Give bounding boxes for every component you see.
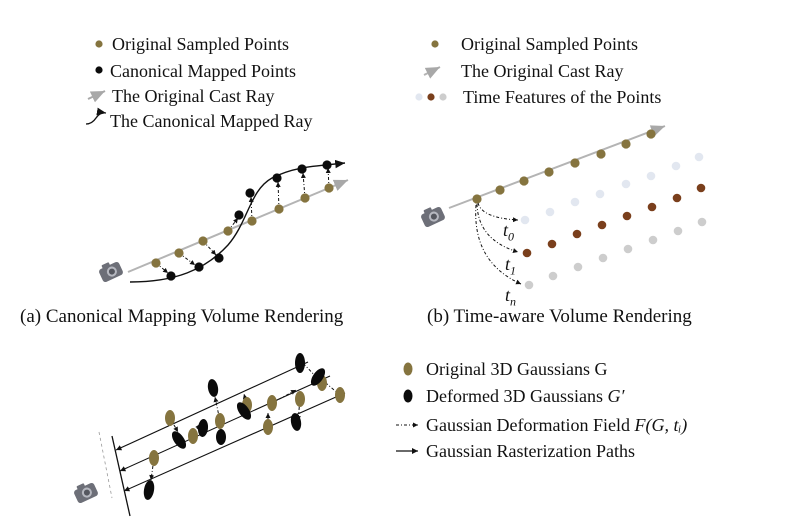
caption-a: (a) Canonical Mapping Volume Rendering — [20, 306, 344, 327]
canonical-points-a — [166, 160, 332, 281]
image-plane — [111, 435, 131, 517]
legend-time-gray-symbol — [439, 93, 447, 101]
legend-canonical-points-label: Canonical Mapped Points — [110, 61, 296, 81]
legend-original-points-label: Original Sampled Points — [112, 34, 289, 54]
label-t0: t0 — [503, 220, 515, 244]
legend-a-symbols — [85, 40, 107, 125]
legend-b-cast-ray-symbol — [423, 66, 441, 79]
legend-raster-paths-label: Gaussian Rasterization Paths — [426, 441, 635, 461]
cast-ray-b — [448, 125, 666, 209]
camera-icon — [96, 258, 124, 283]
panel-c-diagram — [71, 353, 346, 517]
legend-cast-ray-label: The Original Cast Ray — [112, 86, 275, 106]
label-t1: t1 — [505, 254, 517, 278]
legend-cast-ray-symbol — [87, 90, 106, 103]
raster-paths — [115, 361, 346, 492]
gaussian-deformation-arrows — [149, 359, 341, 481]
camera-icon — [418, 203, 446, 228]
legend-time-light-symbol — [415, 93, 423, 101]
legend-gaussians-original-label: Original 3D Gaussians G — [426, 359, 608, 379]
legend-gaussian-original-symbol — [403, 362, 413, 376]
time-arrows — [475, 202, 522, 285]
panel-a-diagram — [96, 159, 349, 283]
legend-original-point-symbol — [95, 40, 103, 48]
canonical-mapped-ray — [129, 159, 346, 283]
label-tn: tn — [505, 285, 517, 309]
legend-canonical-point-symbol — [95, 66, 103, 74]
time-row-tn — [524, 217, 707, 290]
legend-time-features-label: Time Features of the Points — [463, 87, 662, 107]
legend-b-symbols — [415, 40, 447, 101]
legend-gaussians-deformed-label: Deformed 3D Gaussians G′ — [426, 386, 625, 406]
time-row-t0 — [520, 152, 704, 225]
legend-mapped-ray-symbol — [85, 107, 107, 125]
legend-deformation-field-label: Gaussian Deformation Field F(G, tᵢ) — [426, 415, 688, 435]
legend-b-original-points-label: Original Sampled Points — [461, 34, 638, 54]
original-points-a — [151, 183, 334, 268]
legend-mapped-ray-label: The Canonical Mapped Ray — [110, 111, 313, 131]
cast-ray — [127, 179, 349, 273]
original-gaussians — [149, 375, 345, 466]
caption-b: (b) Time-aware Volume Rendering — [427, 306, 692, 327]
legend-b-cast-ray-label: The Original Cast Ray — [461, 61, 624, 81]
legend-gaussian-deformed-symbol — [403, 389, 413, 403]
deformed-gaussians — [143, 353, 326, 500]
legend-time-brown-symbol — [427, 93, 435, 101]
legend-c-symbols — [396, 362, 418, 454]
time-row-t1 — [522, 183, 706, 258]
legend-b-original-point-symbol — [431, 40, 439, 48]
camera-icon — [71, 479, 99, 504]
panel-b-diagram — [418, 125, 707, 290]
original-points-b — [472, 129, 656, 204]
